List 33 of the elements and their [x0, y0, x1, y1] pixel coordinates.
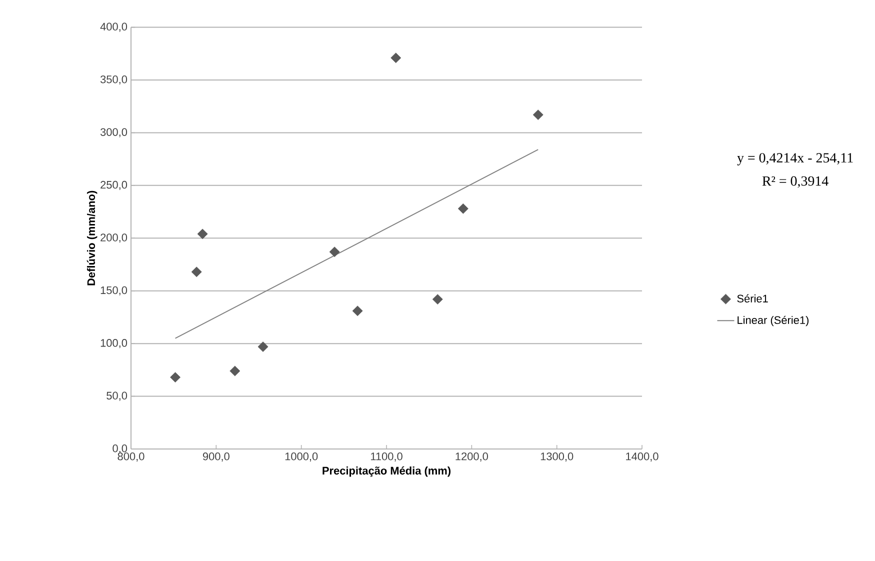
x-tick-label: 900,0 [202, 452, 230, 462]
x-tick-label: 1300,0 [540, 452, 574, 462]
point [170, 372, 181, 382]
y-tick-label: 250,0 [100, 180, 128, 190]
x-tick-label: 1200,0 [456, 452, 488, 462]
y-tick-label: 200,0 [100, 234, 128, 243]
x-axis-title: Precipitação Média (mm) [322, 466, 451, 477]
x-tick-label: 800,0 [118, 452, 144, 462]
y-tick-label: 300,0 [100, 128, 128, 138]
point [230, 366, 240, 376]
y-tick-label: 350,0 [100, 75, 128, 85]
y-tick-label: 0,0 [112, 444, 128, 454]
y-axis-title: Deflúvio (mm/ano) [86, 190, 98, 286]
point [352, 306, 363, 316]
point [532, 110, 544, 120]
legend-label: Linear (Série1) [738, 316, 809, 326]
point [458, 203, 468, 214]
text: R² = 0,3914 [762, 176, 828, 188]
x-tick-label: 1000,0 [285, 452, 318, 462]
y-tick-label: 400,0 [100, 22, 128, 32]
y-tick-label: 150,0 [100, 286, 128, 296]
text: y = 0,4214x - 254,11 [737, 153, 853, 166]
point [390, 52, 402, 64]
point [432, 294, 443, 304]
legend-label: Série1 [737, 294, 768, 302]
point [258, 342, 268, 352]
y-tick-label: 100,0 [100, 339, 128, 348]
point [191, 266, 202, 278]
point [329, 246, 340, 258]
x-tick-label: 1400,0 [626, 452, 658, 462]
y-tick-label: 50,0 [106, 392, 128, 401]
x-tick-label: 1100,0 [370, 452, 402, 462]
point [197, 228, 208, 240]
